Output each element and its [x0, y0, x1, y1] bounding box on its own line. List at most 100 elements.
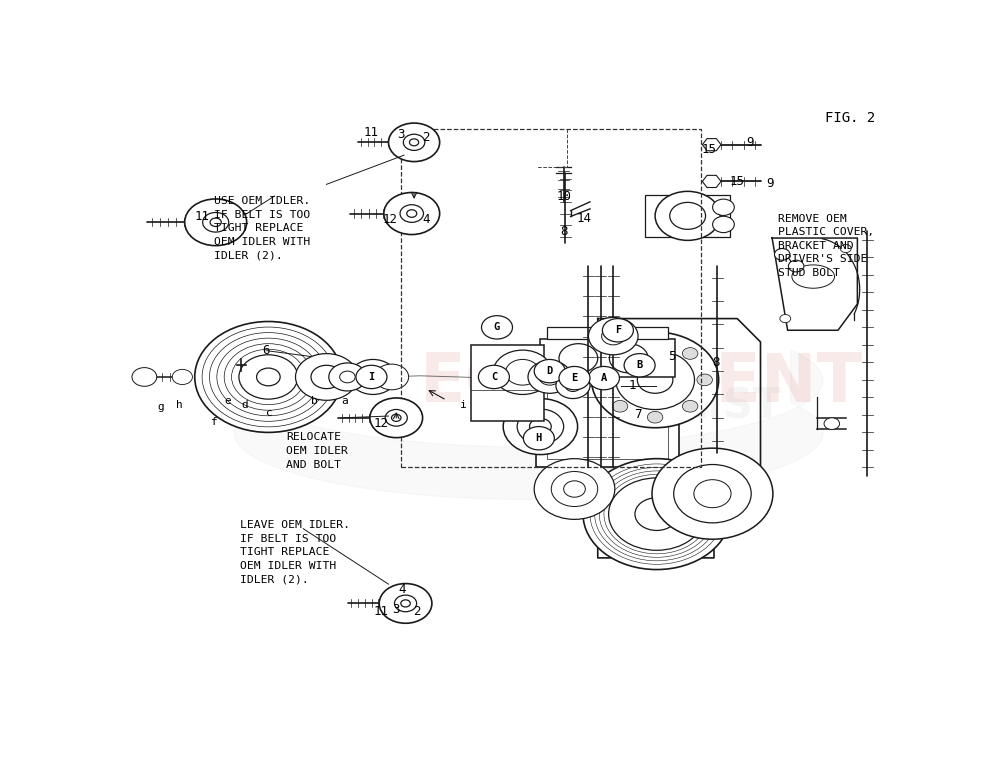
- Bar: [540, 339, 675, 377]
- Text: I: I: [368, 372, 375, 382]
- Text: 14: 14: [576, 211, 591, 224]
- Text: SPECIALIST: SPECIALIST: [512, 385, 781, 428]
- Circle shape: [534, 359, 565, 383]
- Circle shape: [565, 380, 581, 392]
- Polygon shape: [702, 139, 721, 151]
- Circle shape: [551, 471, 598, 506]
- Text: i: i: [460, 400, 466, 410]
- Text: e: e: [225, 396, 231, 406]
- Circle shape: [203, 212, 229, 232]
- Circle shape: [598, 374, 613, 386]
- Circle shape: [530, 418, 551, 435]
- Text: h: h: [176, 400, 183, 410]
- Circle shape: [559, 343, 598, 373]
- Circle shape: [195, 321, 342, 432]
- Text: REMOVE OEM
PLASTIC COVER,
BRACKET AND
DRIVER'S SIDE
STUD BOLT: REMOVE OEM PLASTIC COVER, BRACKET AND DR…: [778, 214, 875, 278]
- Circle shape: [588, 318, 638, 355]
- Circle shape: [329, 363, 366, 391]
- Circle shape: [385, 409, 407, 426]
- Text: 4: 4: [399, 584, 406, 597]
- Circle shape: [185, 199, 247, 246]
- Circle shape: [401, 600, 410, 607]
- Circle shape: [407, 210, 417, 218]
- Circle shape: [586, 356, 656, 409]
- Circle shape: [612, 348, 628, 359]
- Circle shape: [583, 459, 730, 569]
- Ellipse shape: [206, 201, 212, 244]
- Circle shape: [350, 359, 396, 394]
- Circle shape: [655, 191, 720, 240]
- Text: 2: 2: [422, 131, 429, 144]
- Circle shape: [364, 370, 382, 384]
- Text: G: G: [494, 322, 500, 332]
- Circle shape: [682, 348, 698, 359]
- Text: 8: 8: [561, 224, 568, 237]
- Text: LEAVE OEM IDLER.
IF BELT IS TOO
TIGHT REPLACE
OEM IDLER WITH
IDLER (2).: LEAVE OEM IDLER. IF BELT IS TOO TIGHT RE…: [240, 520, 350, 584]
- Text: 10: 10: [556, 190, 571, 202]
- Circle shape: [563, 339, 679, 427]
- Circle shape: [824, 418, 840, 430]
- Text: c: c: [266, 408, 273, 418]
- Circle shape: [409, 139, 419, 146]
- Circle shape: [780, 315, 791, 323]
- Text: 3: 3: [397, 128, 405, 141]
- Circle shape: [713, 199, 734, 215]
- Text: RELOCATE
OEM IDLER
AND BOLT: RELOCATE OEM IDLER AND BOLT: [286, 432, 348, 470]
- Circle shape: [559, 366, 590, 390]
- Circle shape: [602, 318, 633, 342]
- Text: 9: 9: [766, 177, 774, 190]
- Circle shape: [694, 480, 731, 508]
- Text: C: C: [491, 372, 497, 382]
- Circle shape: [647, 337, 663, 349]
- Text: EQUIPMENT: EQUIPMENT: [420, 349, 862, 416]
- Text: H: H: [536, 434, 542, 443]
- Circle shape: [400, 205, 423, 222]
- Ellipse shape: [403, 194, 408, 233]
- Text: d: d: [241, 400, 248, 410]
- Bar: [401, 129, 701, 468]
- Text: USE OEM IDLER.
IF BELT IS TOO
TIGHT REPLACE
OEM IDLER WITH
IDLER (2).: USE OEM IDLER. IF BELT IS TOO TIGHT REPL…: [214, 196, 310, 261]
- Circle shape: [379, 584, 432, 623]
- Bar: [645, 195, 730, 236]
- Circle shape: [517, 409, 564, 444]
- Circle shape: [652, 448, 773, 539]
- Text: D: D: [547, 366, 553, 376]
- Text: 8: 8: [712, 356, 719, 369]
- Circle shape: [392, 414, 401, 421]
- Text: f: f: [211, 418, 218, 428]
- Text: 6: 6: [262, 344, 270, 357]
- Circle shape: [478, 365, 509, 389]
- Circle shape: [612, 400, 628, 412]
- Circle shape: [840, 245, 851, 252]
- Ellipse shape: [388, 399, 393, 436]
- Circle shape: [616, 350, 695, 409]
- Polygon shape: [702, 175, 721, 187]
- Circle shape: [311, 365, 342, 389]
- Circle shape: [375, 364, 409, 390]
- Circle shape: [602, 327, 625, 345]
- Text: 12: 12: [373, 417, 388, 430]
- Circle shape: [210, 218, 221, 227]
- Text: 11: 11: [373, 605, 388, 618]
- Circle shape: [356, 365, 387, 389]
- Text: A: A: [601, 373, 607, 383]
- Circle shape: [482, 315, 512, 339]
- Circle shape: [674, 465, 751, 523]
- Circle shape: [132, 368, 157, 387]
- Circle shape: [609, 478, 705, 550]
- Text: b: b: [311, 396, 317, 406]
- Circle shape: [564, 481, 585, 497]
- Circle shape: [697, 374, 712, 386]
- Circle shape: [523, 427, 554, 450]
- Text: 7: 7: [634, 409, 642, 421]
- Circle shape: [670, 202, 706, 230]
- Circle shape: [394, 595, 417, 612]
- Circle shape: [637, 366, 673, 393]
- Text: FIG. 2: FIG. 2: [825, 111, 875, 125]
- Text: F: F: [615, 325, 621, 335]
- Circle shape: [506, 359, 540, 385]
- Circle shape: [370, 398, 423, 437]
- Bar: [547, 327, 668, 339]
- Text: a: a: [342, 396, 348, 406]
- Circle shape: [635, 498, 678, 531]
